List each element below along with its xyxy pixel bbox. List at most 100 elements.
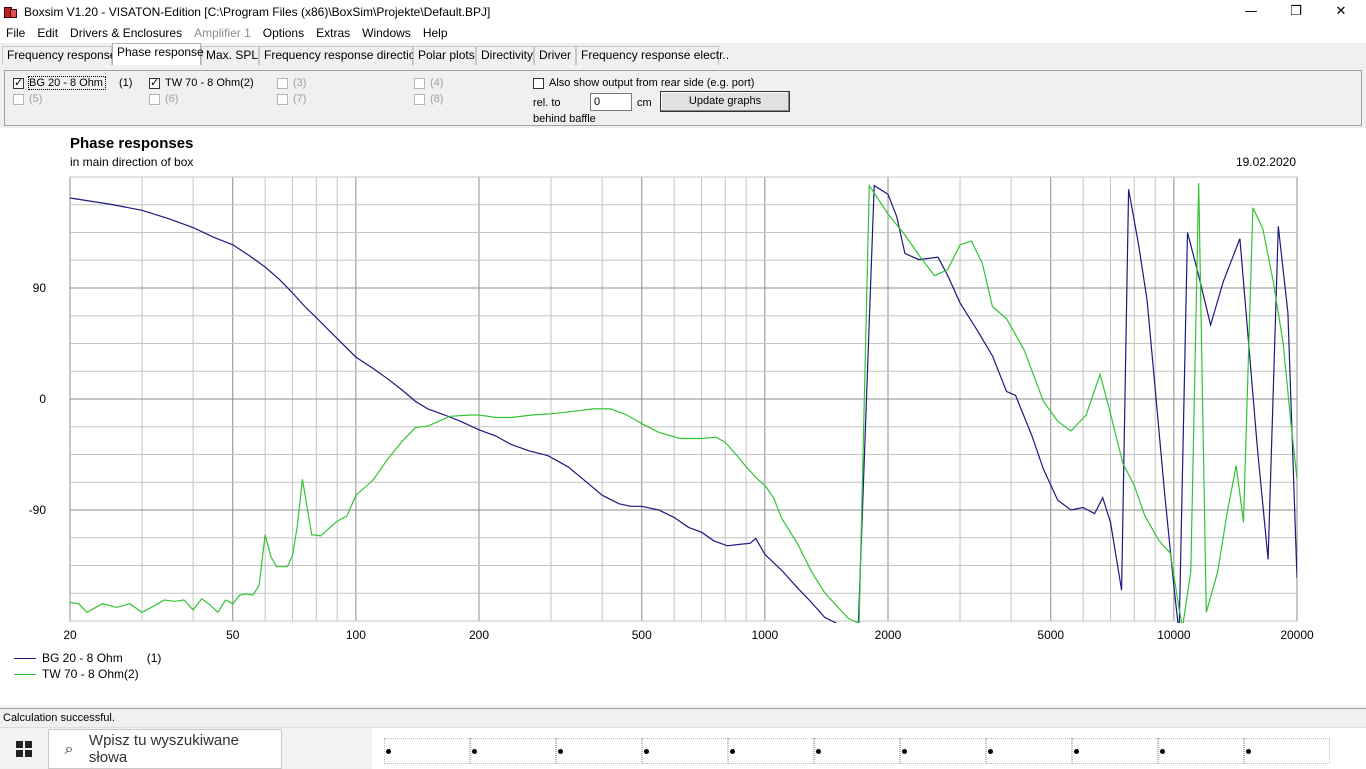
legend-line xyxy=(14,657,36,659)
menu-help[interactable]: Help xyxy=(422,26,448,40)
taskbar-slot[interactable] xyxy=(470,738,556,764)
driver-1-checkbox[interactable]: BG 20 - 8 Ohm (1) xyxy=(13,76,132,90)
legend-num: (1) xyxy=(146,651,162,665)
taskbar-slot[interactable] xyxy=(1244,738,1330,764)
x-tick-label: 20000 xyxy=(1280,628,1314,642)
tab-polar-plots[interactable]: Polar plots xyxy=(413,46,476,65)
driver-8-checkbox: (8) xyxy=(414,93,443,105)
update-graphs-button[interactable]: Update graphs xyxy=(660,91,790,112)
taskbar-dot xyxy=(902,749,907,754)
taskbar-slot[interactable] xyxy=(728,738,814,764)
menu-file[interactable]: File xyxy=(6,26,26,40)
driver-7-checkbox: (7) xyxy=(277,93,306,105)
tab-directivity[interactable]: Directivity xyxy=(476,46,534,65)
chart-panel: 20 50 100 200 500 1000 2000 5000 10000 20000 90 0 -9… xyxy=(0,128,1366,706)
driver-5-checkbox: (5) xyxy=(13,93,42,105)
taskbar-slot[interactable] xyxy=(556,738,642,764)
taskbar-dot xyxy=(1074,749,1079,754)
driver-8-label: (8) xyxy=(430,93,444,105)
taskbar-slot[interactable] xyxy=(986,738,1072,764)
driver-3-label: (3) xyxy=(293,77,307,89)
taskbar-slot[interactable] xyxy=(1072,738,1158,764)
menu-bar: File Edit Drivers & Enclosures Amplifier… xyxy=(0,23,1366,43)
close-button[interactable]: ✕ xyxy=(1318,0,1364,23)
tab-frequency-response-electrical[interactable]: Frequency response electr.. xyxy=(576,46,729,65)
rear-output-label: Also show output from rear side (e.g. po… xyxy=(549,77,755,89)
chart-subtitle: in main direction of box xyxy=(70,155,194,169)
search-icon: ⌕ xyxy=(64,739,74,758)
tab-frequency-response[interactable]: Frequency response. xyxy=(2,46,120,65)
close-icon: ✕ xyxy=(1335,4,1347,19)
taskbar-dot xyxy=(1160,749,1165,754)
title-bar: Boxsim V1.20 - VISATON-Edition [C:\Progr… xyxy=(0,0,1366,23)
checkbox-box xyxy=(414,93,425,105)
start-button[interactable] xyxy=(0,728,48,769)
checkbox-box xyxy=(149,93,160,105)
menu-windows[interactable]: Windows xyxy=(362,26,411,40)
taskbar-slot[interactable] xyxy=(1158,738,1244,764)
menu-extras[interactable]: Extras xyxy=(316,26,351,40)
x-tick-label: 2000 xyxy=(875,628,902,642)
relto-input[interactable]: 0 xyxy=(590,93,632,111)
legend-entry: BG 20 - 8 Ohm (1) xyxy=(14,651,161,665)
taskbar-app-strip xyxy=(372,728,1366,769)
restore-icon: ❐ xyxy=(1290,4,1302,19)
legend-entry: TW 70 - 8 Ohm(2) xyxy=(14,667,139,681)
menu-drivers-enclosures[interactable]: Drivers & Enclosures xyxy=(70,26,183,40)
menu-options[interactable]: Options xyxy=(262,26,305,40)
taskbar-slot[interactable] xyxy=(384,738,470,764)
taskbar-slot[interactable] xyxy=(642,738,728,764)
driver-2-label: TW 70 - 8 Ohm(2) xyxy=(165,77,254,89)
taskbar-slot[interactable] xyxy=(814,738,900,764)
checkbox-box[interactable] xyxy=(13,76,24,89)
x-tick-label: 200 xyxy=(469,628,489,642)
y-tick-label: 90 xyxy=(33,281,47,295)
checkbox-box xyxy=(13,93,24,105)
status-bar: Calculation successful. xyxy=(0,708,1366,727)
app-icon[interactable] xyxy=(4,5,18,19)
x-tick-label: 10000 xyxy=(1157,628,1191,642)
y-tick-label: 0 xyxy=(39,392,46,406)
checkbox-box[interactable] xyxy=(533,77,544,89)
status-text: Calculation successful. xyxy=(3,712,115,724)
menu-amplifier: Amplifier 1 xyxy=(194,26,251,40)
driver-4-checkbox: (4) xyxy=(414,77,443,89)
taskbar-dot xyxy=(472,749,477,754)
chart-date: 19.02.2020 xyxy=(1235,155,1296,169)
relto-unit: cm xyxy=(637,97,652,109)
series-line-1 xyxy=(70,184,1297,623)
series-line-2 xyxy=(70,183,1297,623)
tab-max-spl[interactable]: Max. SPL xyxy=(201,46,259,65)
taskbar-dot xyxy=(730,749,735,754)
relto-label: rel. to xyxy=(533,97,561,109)
taskbar-dot xyxy=(988,749,993,754)
x-tick-label: 1000 xyxy=(752,628,779,642)
tab-frequency-response-directions[interactable]: Frequency response directions xyxy=(259,46,428,65)
checkbox-box xyxy=(277,93,288,105)
checkbox-box xyxy=(277,77,288,89)
menu-edit[interactable]: Edit xyxy=(37,26,59,40)
y-tick-label: -90 xyxy=(29,503,47,517)
tab-bar: Frequency response. Phase response Max. … xyxy=(0,43,1366,65)
driver-2-checkbox[interactable]: TW 70 - 8 Ohm(2) xyxy=(149,76,254,89)
rear-output-checkbox[interactable]: Also show output from rear side (e.g. po… xyxy=(533,77,754,89)
taskbar-search[interactable]: ⌕ Wpisz tu wyszukiwane słowa xyxy=(48,729,282,769)
x-tick-label: 500 xyxy=(632,628,652,642)
minimize-button[interactable]: — xyxy=(1228,0,1274,23)
tab-driver[interactable]: Driver xyxy=(534,46,576,65)
tab-phase-response[interactable]: Phase response xyxy=(112,43,204,65)
taskbar-slot[interactable] xyxy=(900,738,986,764)
driver-5-label: (5) xyxy=(29,93,43,105)
x-tick-label: 50 xyxy=(226,628,240,642)
x-tick-label: 5000 xyxy=(1037,628,1064,642)
restore-button[interactable]: ❐ xyxy=(1273,0,1319,23)
taskbar: ⌕ Wpisz tu wyszukiwane słowa xyxy=(0,727,1366,769)
driver-7-label: (7) xyxy=(293,93,307,105)
legend-line xyxy=(14,673,36,675)
driver-6-checkbox: (6) xyxy=(149,93,178,105)
chart-title: Phase responses xyxy=(70,135,194,152)
checkbox-box[interactable] xyxy=(149,76,160,89)
checkbox-box xyxy=(414,77,425,89)
phase-chart: 20 50 100 200 500 1000 2000 5000 10000 20000 90 0 -9… xyxy=(29,176,1314,642)
window-title: Boxsim V1.20 - VISATON-Edition [C:\Progr… xyxy=(24,4,491,19)
